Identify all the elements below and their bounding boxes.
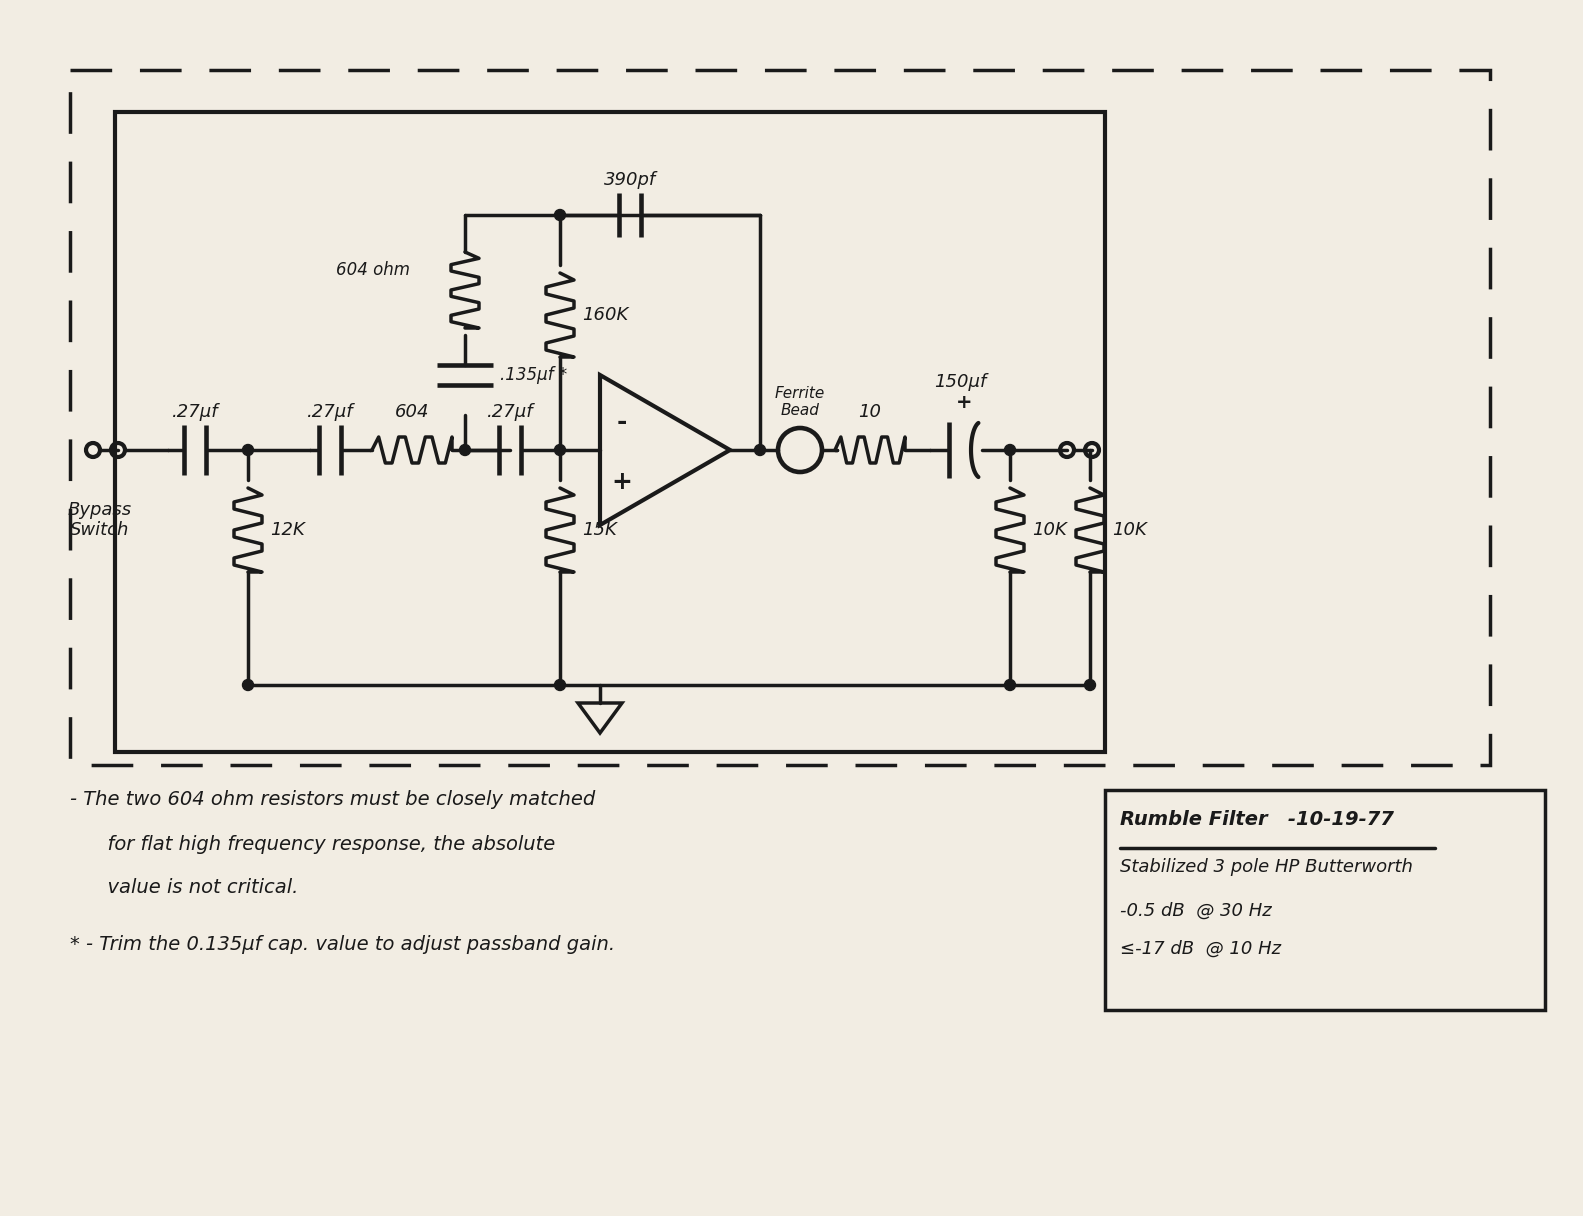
Text: 10: 10: [858, 402, 882, 421]
Circle shape: [242, 680, 253, 691]
Text: for flat high frequency response, the absolute: for flat high frequency response, the ab…: [70, 835, 556, 854]
Circle shape: [554, 209, 565, 220]
Text: -0.5 dB  @ 30 Hz: -0.5 dB @ 30 Hz: [1121, 902, 1271, 921]
Circle shape: [554, 445, 565, 456]
Circle shape: [1084, 680, 1095, 691]
Bar: [70, 71, 1490, 765]
Bar: [116, 112, 1105, 751]
Text: .27μf: .27μf: [307, 402, 353, 421]
Text: Bypass
Switch: Bypass Switch: [68, 501, 131, 540]
Text: -: -: [617, 410, 627, 434]
Text: - The two 604 ohm resistors must be closely matched: - The two 604 ohm resistors must be clos…: [70, 790, 595, 809]
Text: +: +: [611, 471, 633, 494]
Text: 390pf: 390pf: [603, 171, 655, 188]
Text: Rumble Filter   -10-19-77: Rumble Filter -10-19-77: [1121, 810, 1395, 829]
Circle shape: [554, 680, 565, 691]
Text: 160K: 160K: [583, 306, 628, 323]
Text: 10K: 10K: [1032, 520, 1067, 539]
Circle shape: [1005, 445, 1016, 456]
Text: 10K: 10K: [1111, 520, 1146, 539]
Text: * - Trim the 0.135μf cap. value to adjust passband gain.: * - Trim the 0.135μf cap. value to adjus…: [70, 935, 616, 955]
Bar: [1105, 790, 1545, 1010]
Text: .27μf: .27μf: [171, 402, 218, 421]
Circle shape: [1005, 680, 1016, 691]
Text: 604 ohm: 604 ohm: [336, 261, 410, 278]
Circle shape: [242, 445, 253, 456]
Text: value is not critical.: value is not critical.: [70, 878, 298, 897]
Circle shape: [755, 445, 766, 456]
Text: 604: 604: [394, 402, 429, 421]
Text: +: +: [956, 393, 972, 411]
Text: Stabilized 3 pole HP Butterworth: Stabilized 3 pole HP Butterworth: [1121, 858, 1414, 876]
Text: 150μf: 150μf: [934, 373, 986, 392]
Text: .27μf: .27μf: [486, 402, 533, 421]
Circle shape: [459, 445, 470, 456]
Text: Ferrite
Bead: Ferrite Bead: [774, 385, 825, 418]
Text: ≤-17 dB  @ 10 Hz: ≤-17 dB @ 10 Hz: [1121, 940, 1281, 958]
Text: 15K: 15K: [583, 520, 617, 539]
Text: .135μf *: .135μf *: [500, 366, 567, 384]
Text: 12K: 12K: [271, 520, 306, 539]
